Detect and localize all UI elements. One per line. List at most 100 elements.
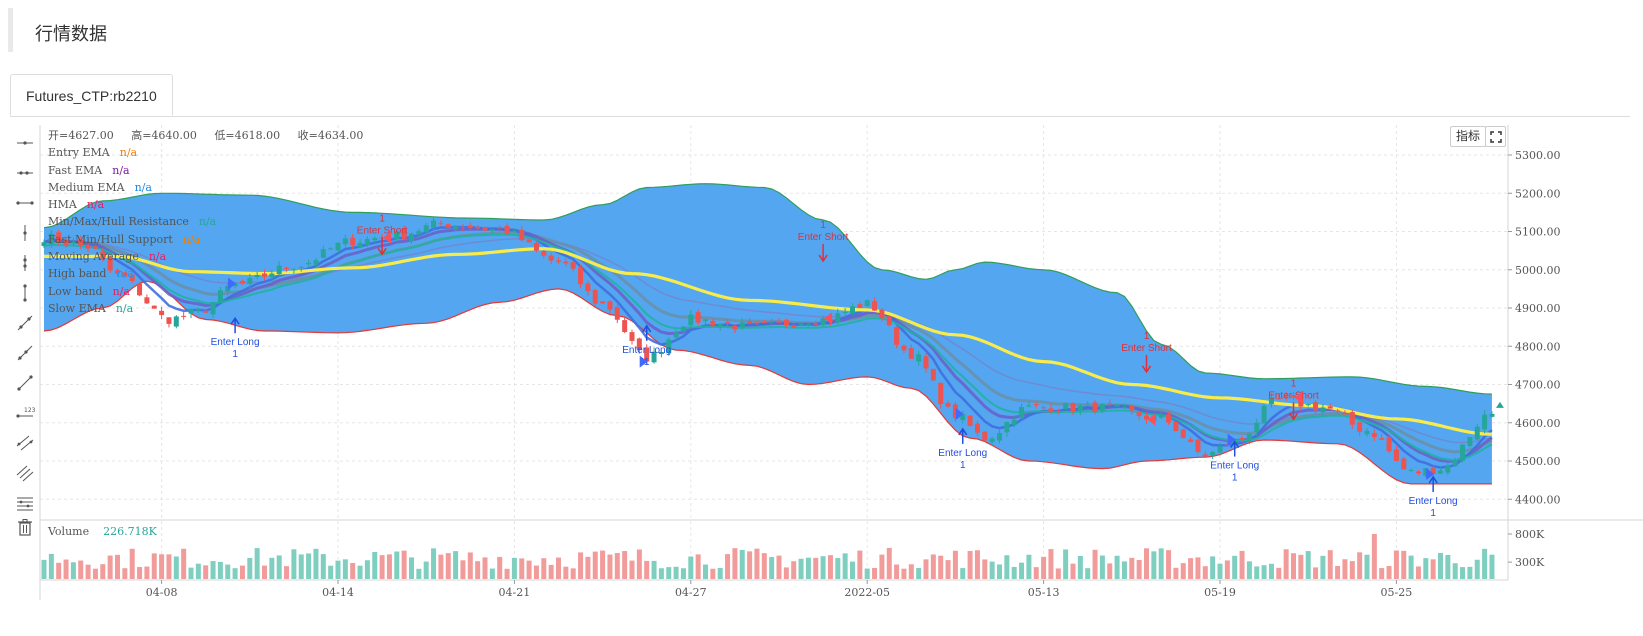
fib-channel-icon[interactable] [14, 462, 36, 484]
volume-bar [1438, 552, 1443, 579]
candle [225, 285, 231, 292]
long-marker [955, 408, 964, 421]
volume-bar [1342, 559, 1348, 579]
legend-item: Medium EMA n/a [48, 179, 377, 196]
trash-icon[interactable] [14, 516, 36, 538]
candle [680, 326, 686, 332]
candle [173, 316, 179, 327]
tab-symbol[interactable]: Futures_CTP:rb2210 [10, 74, 173, 116]
ray-icon[interactable] [14, 342, 36, 364]
volume-bar [232, 568, 238, 579]
candle [1415, 471, 1421, 474]
legend-value: n/a [115, 301, 134, 315]
candle [107, 257, 113, 271]
horizontal-line-icon[interactable] [14, 132, 36, 154]
vertical-segment-icon[interactable] [14, 252, 36, 274]
volume-bar [1246, 561, 1252, 579]
volume-bar [320, 554, 326, 579]
volume-bar [607, 554, 613, 579]
horizontal-ray-icon[interactable] [14, 162, 36, 184]
candle [239, 280, 245, 284]
volume-bar [181, 548, 187, 579]
legend-name: High band [48, 267, 107, 281]
candle [1202, 454, 1208, 457]
candle [1195, 439, 1201, 452]
time-tick-label: 05-19 [1204, 586, 1236, 599]
candle [1467, 437, 1473, 447]
candle [1320, 407, 1326, 413]
volume-bar [703, 564, 708, 579]
volume-bar [137, 567, 143, 579]
volume-bar [269, 557, 275, 579]
volume-bar [70, 562, 76, 579]
candle [1335, 410, 1341, 412]
volume-bar [827, 555, 833, 579]
volume-bar [658, 568, 664, 579]
volume-bar [489, 568, 495, 579]
candle [1129, 405, 1135, 411]
candle [644, 347, 650, 362]
candle [908, 348, 914, 359]
volume-bar [732, 548, 738, 579]
vertical-ray-icon[interactable] [14, 282, 36, 304]
candle [813, 323, 819, 325]
volume-bar [872, 568, 878, 579]
horizontal-lines-icon[interactable] [14, 492, 36, 514]
volume-bar [85, 564, 91, 579]
candle [1430, 468, 1436, 474]
fullscreen-button[interactable] [1485, 126, 1506, 147]
volume-bar [680, 568, 686, 579]
candle [445, 224, 451, 228]
volume-bar [1254, 566, 1260, 579]
volume-bar [1415, 566, 1421, 579]
volume-label: Volume [48, 525, 90, 538]
volume-bar [629, 560, 635, 579]
volume-bar [1019, 562, 1025, 579]
candle [1092, 402, 1098, 413]
price-tick-label: 4600.00 [1515, 417, 1561, 430]
candle [952, 404, 958, 419]
parallel-channel-icon[interactable] [14, 432, 36, 454]
volume-bar [997, 564, 1002, 579]
long-arrowhead [1428, 475, 1438, 484]
candle [181, 315, 187, 317]
volume-bar [1489, 554, 1495, 579]
trend-line-icon[interactable] [14, 312, 36, 334]
extended-line-icon[interactable] [14, 192, 36, 214]
volume-bar [864, 568, 870, 579]
legend-value: n/a [198, 215, 217, 229]
candle [504, 225, 510, 234]
volume-bar [805, 557, 811, 579]
candle [1291, 395, 1296, 398]
volume-bar [431, 548, 437, 579]
volume-bar [350, 562, 356, 579]
time-tick-label: 04-21 [499, 586, 531, 599]
candle [247, 277, 253, 284]
volume-bar [673, 566, 679, 579]
high-value: 高=4640.00 [131, 129, 197, 142]
volume-bar [122, 568, 128, 579]
volume-bar [1099, 555, 1105, 579]
volume-bar [1482, 548, 1488, 579]
signal-qty: 1 [1291, 378, 1297, 389]
volume-bar [1210, 556, 1216, 579]
vertical-line-icon[interactable] [14, 222, 36, 244]
candle [63, 240, 69, 245]
indicators-button[interactable]: 指标 [1450, 126, 1487, 147]
volume-bar [298, 554, 304, 579]
candle [1011, 419, 1017, 425]
candle [1452, 460, 1458, 467]
volume-bar [1188, 558, 1194, 579]
price-label-icon[interactable]: 123 [14, 402, 36, 424]
volume-bar [570, 568, 576, 579]
candle [666, 339, 672, 353]
candle [1239, 438, 1245, 440]
candle [850, 306, 855, 314]
candle [1188, 439, 1194, 442]
candle [1107, 403, 1113, 405]
arrow-line-icon[interactable] [14, 372, 36, 394]
volume-bar [1276, 567, 1282, 579]
short-arrowhead [377, 247, 387, 256]
volume-bar [306, 553, 312, 579]
